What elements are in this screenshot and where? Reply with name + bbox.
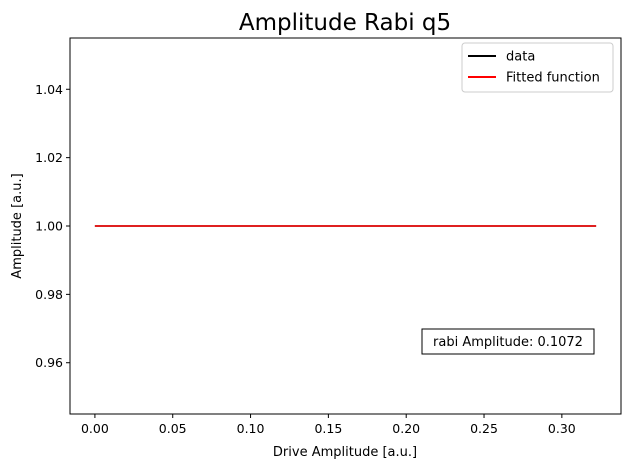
x-tick-label: 0.25 bbox=[470, 421, 498, 436]
legend: data Fitted function bbox=[461, 42, 614, 93]
x-tick-label: 0.05 bbox=[159, 421, 187, 436]
y-axis-label: Amplitude [a.u.] bbox=[10, 173, 25, 278]
x-axis: 0.00 0.05 0.10 0.15 0.20 0.25 0.30 bbox=[81, 414, 576, 436]
y-tick-label: 1.04 bbox=[35, 82, 63, 97]
y-tick-label: 0.98 bbox=[35, 287, 63, 302]
y-tick-label: 0.96 bbox=[35, 355, 63, 370]
x-tick-label: 0.00 bbox=[81, 421, 109, 436]
x-tick-label: 0.15 bbox=[314, 421, 342, 436]
x-tick-label: 0.10 bbox=[237, 421, 265, 436]
x-axis-label: Drive Amplitude [a.u.] bbox=[273, 445, 417, 460]
y-tick-label: 1.00 bbox=[35, 219, 63, 234]
annotation: rabi Amplitude: 0.1072 bbox=[421, 328, 595, 355]
y-axis: 0.96 0.98 1.00 1.02 1.04 bbox=[35, 82, 70, 370]
chart-title: Amplitude Rabi q5 bbox=[239, 10, 451, 36]
legend-box bbox=[461, 42, 614, 93]
x-tick-label: 0.30 bbox=[548, 421, 576, 436]
y-tick-label: 1.02 bbox=[35, 150, 63, 165]
legend-label-data: data bbox=[506, 50, 535, 65]
annotation-text: rabi Amplitude: 0.1072 bbox=[433, 335, 583, 350]
x-tick-label: 0.20 bbox=[392, 421, 420, 436]
annotation-box bbox=[421, 328, 595, 355]
legend-label-fitted: Fitted function bbox=[506, 71, 600, 86]
